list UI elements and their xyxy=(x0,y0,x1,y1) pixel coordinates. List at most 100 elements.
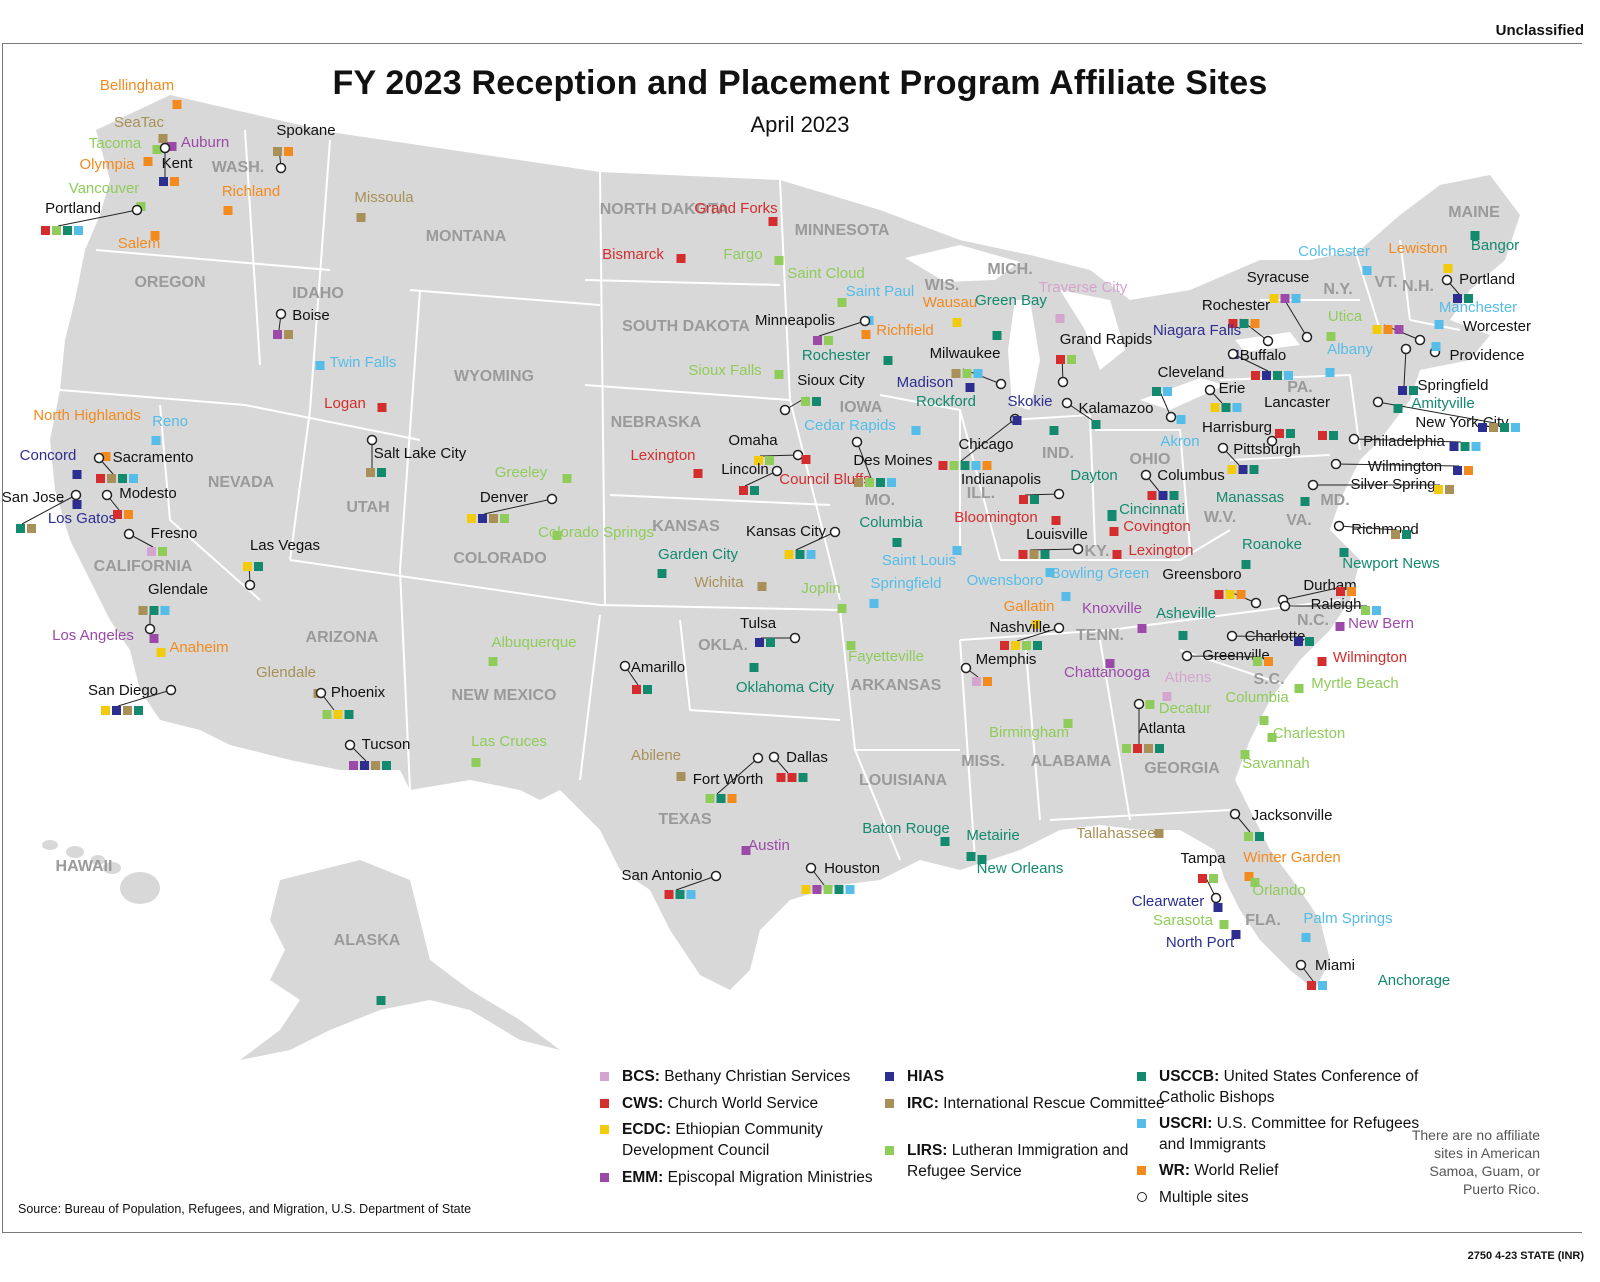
agency-square-lirs xyxy=(1267,733,1277,742)
agency-square-uscri xyxy=(1362,266,1372,275)
agency-square-cws xyxy=(1214,590,1224,599)
agency-square-lirs xyxy=(774,370,784,379)
city-richland: Richland xyxy=(222,183,280,215)
alaska-shape xyxy=(240,860,560,1060)
multi-site-marker xyxy=(1072,543,1084,555)
state-label: NEW MEXICO xyxy=(452,687,557,704)
city-miami: Miami xyxy=(1295,957,1355,990)
agency-square-emm xyxy=(1105,659,1115,668)
agency-square-wr xyxy=(1236,590,1246,599)
city-owensboro: Owensboro xyxy=(967,568,1055,589)
agency-square-uscri xyxy=(1301,933,1311,942)
city-label: Cleveland xyxy=(1158,364,1225,381)
city-lewiston: Lewiston xyxy=(1388,240,1453,273)
multi-site-marker xyxy=(1301,331,1313,343)
state-label: VT. xyxy=(1374,274,1397,291)
city-los-gatos: Los Gatos xyxy=(48,500,116,527)
city-label: Anaheim xyxy=(169,639,228,656)
city-richfield: Richfield xyxy=(861,322,934,339)
agency-square-usccb xyxy=(1152,387,1161,396)
state-label: N.C. xyxy=(1297,612,1329,629)
leader-line xyxy=(1353,438,1462,443)
legend-text: USCRI: U.S. Committee for Refugees and I… xyxy=(1159,1115,1420,1153)
agency-square-cws xyxy=(1112,550,1122,559)
city-label: Raleigh xyxy=(1311,596,1362,613)
agency-square-cws xyxy=(113,510,122,519)
city-label: Wausau xyxy=(923,294,977,311)
agency-square-bcs xyxy=(1162,692,1172,701)
city-label: Springfield xyxy=(871,575,942,592)
state-label: ARIZONA xyxy=(306,629,379,646)
agency-square-cws xyxy=(1228,319,1238,328)
multi-site-marker xyxy=(1204,384,1216,396)
city-orlando: Orlando xyxy=(1250,878,1306,899)
city-colorado-springs: Colorado Springs xyxy=(538,524,654,541)
agency-square-usccb xyxy=(1239,319,1249,328)
agency-square-lirs xyxy=(1067,355,1076,364)
agency-square-uscri xyxy=(1318,981,1327,990)
agency-square-wr xyxy=(124,510,133,519)
agency-square-hias xyxy=(1012,416,1022,425)
multi-site-marker xyxy=(792,449,804,461)
city-gallatin: Gallatin xyxy=(1004,598,1054,629)
city-albuquerque: Albuquerque xyxy=(488,634,577,666)
multi-site-marker xyxy=(1262,335,1274,347)
legend-item-uscri: USCRI: U.S. Committee for Refugees and I… xyxy=(1137,1113,1427,1155)
city-label: Miami xyxy=(1315,957,1355,974)
city-label: Salem xyxy=(118,235,161,252)
agency-square-ecdc xyxy=(952,318,962,327)
agency-square-wr xyxy=(172,100,182,109)
city-springfield: Springfield xyxy=(1398,343,1488,395)
agency-square-uscri xyxy=(1291,294,1301,303)
agency-square-lirs xyxy=(1294,684,1304,693)
city-newport-news: Newport News xyxy=(1339,548,1440,572)
legend-swatch xyxy=(885,1099,894,1108)
state-label: CALIFORNIA xyxy=(94,558,193,575)
state-label: KY. xyxy=(1085,543,1110,560)
state-label: N.Y. xyxy=(1323,281,1352,298)
agency-square-ecdc xyxy=(1031,620,1041,629)
legend-text: HIAS xyxy=(907,1068,945,1085)
agency-square-wr xyxy=(861,330,871,339)
city-knoxville: Knoxville xyxy=(1082,600,1147,633)
multi-site-marker xyxy=(851,436,863,448)
agency-square-usccb xyxy=(1040,550,1050,559)
state-label: IOWA xyxy=(840,399,883,416)
city-label: Myrtle Beach xyxy=(1311,675,1399,692)
agency-square-wr xyxy=(1250,319,1260,328)
agency-square-usccb xyxy=(1464,294,1473,303)
city-metairie: Metairie xyxy=(966,827,1020,861)
city-label: Richland xyxy=(222,183,280,200)
agency-square-irc xyxy=(123,706,132,715)
multi-site-marker xyxy=(344,739,356,751)
city-label: Portland xyxy=(45,200,101,217)
hawaii-shape xyxy=(42,840,160,904)
city-amityville: Amityville xyxy=(1393,395,1475,413)
agency-square-uscri xyxy=(1284,371,1293,380)
agency-square-uscri xyxy=(806,550,816,559)
agency-square-usccb xyxy=(376,996,386,1005)
city-markers: Bellingham SeaTac Auburn Tacoma Olympia Kent V… xyxy=(2,77,1531,1005)
city-label: Bangor xyxy=(1471,237,1519,254)
city-label: Glendale xyxy=(256,664,316,681)
multi-site-marker xyxy=(1053,488,1065,500)
agency-square-wr xyxy=(727,794,737,803)
city-label: Baton Rouge xyxy=(862,820,950,837)
agency-square-cws xyxy=(1251,371,1260,380)
city-columbia: Columbia xyxy=(1225,689,1289,725)
city-albany: Albany xyxy=(1325,341,1373,377)
city-san-antonio: San Antonio xyxy=(622,867,722,899)
agency-square-uscri xyxy=(1061,592,1071,601)
agency-square-uscri xyxy=(1471,442,1481,451)
city-label: Lewiston xyxy=(1388,240,1447,257)
agency-square-uscri xyxy=(151,436,161,445)
state-label: MD. xyxy=(1320,492,1349,509)
agency-square-cws xyxy=(1018,550,1028,559)
agency-square-usccb xyxy=(883,356,893,365)
multi-site-marker xyxy=(752,752,764,764)
city-wilmington: Wilmington xyxy=(1330,458,1473,475)
agency-square-hias xyxy=(1213,903,1223,912)
city-indianapolis: Indianapolis xyxy=(961,471,1065,504)
city-label: Jacksonville xyxy=(1252,807,1333,824)
agency-square-usccb xyxy=(1221,403,1231,412)
